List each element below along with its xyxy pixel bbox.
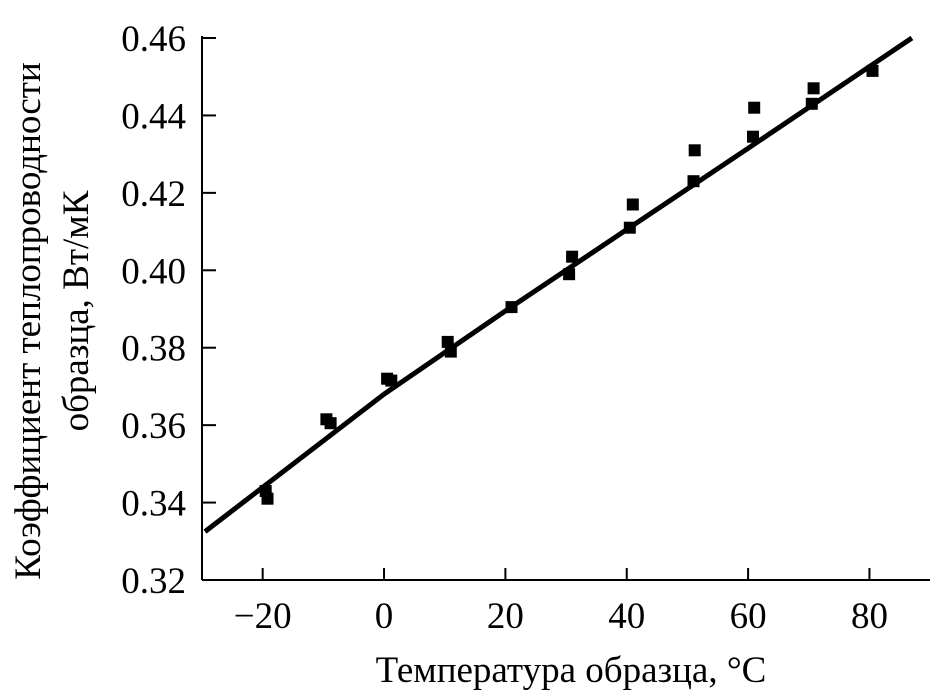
y-ticks: 0.32 0.34 0.36 0.38 0.40 0.42 0.44 0.46 xyxy=(121,19,216,602)
y-tick-label: 0.42 xyxy=(121,174,186,215)
x-tick-label: 60 xyxy=(730,596,767,637)
data-point xyxy=(805,97,818,110)
data-point xyxy=(866,64,879,77)
fit-line-group xyxy=(203,35,914,534)
data-point xyxy=(626,198,639,211)
data-point xyxy=(623,221,636,234)
x-tick-label: 20 xyxy=(487,596,524,637)
data-point xyxy=(807,82,820,95)
data-point xyxy=(688,144,701,157)
data-point xyxy=(385,374,398,387)
x-ticks: −20 0 20 40 60 80 xyxy=(234,568,888,637)
data-point xyxy=(566,250,579,263)
x-tick-label: 40 xyxy=(608,596,645,637)
data-point xyxy=(441,335,454,348)
y-tick-label: 0.44 xyxy=(121,96,186,137)
y-tick-label: 0.32 xyxy=(121,561,186,602)
y-tick-label: 0.46 xyxy=(121,19,186,60)
x-tick-label: 0 xyxy=(375,596,394,637)
data-point xyxy=(748,101,761,114)
x-tick-label: −20 xyxy=(234,596,292,637)
y-tick-label: 0.34 xyxy=(121,484,186,525)
data-point xyxy=(261,492,274,505)
y-tick-label: 0.40 xyxy=(121,251,186,292)
x-tick-label: 80 xyxy=(851,596,888,637)
data-points xyxy=(259,64,879,505)
axes xyxy=(201,36,930,581)
data-point xyxy=(563,268,576,281)
y-tick-label: 0.36 xyxy=(121,406,186,447)
y-tick-label: 0.38 xyxy=(121,329,186,370)
data-point xyxy=(505,301,518,314)
y-axis-title-line-1: Коэффициент теплопроводности xyxy=(8,62,49,579)
fit-line xyxy=(203,35,914,534)
data-point xyxy=(687,175,700,188)
y-axis-title-line-2: образца, Вт/мК xyxy=(56,190,97,431)
data-point xyxy=(747,130,759,143)
x-axis-title: Температура образца, °C xyxy=(376,650,767,691)
data-point xyxy=(324,417,337,430)
data-point xyxy=(444,345,457,358)
